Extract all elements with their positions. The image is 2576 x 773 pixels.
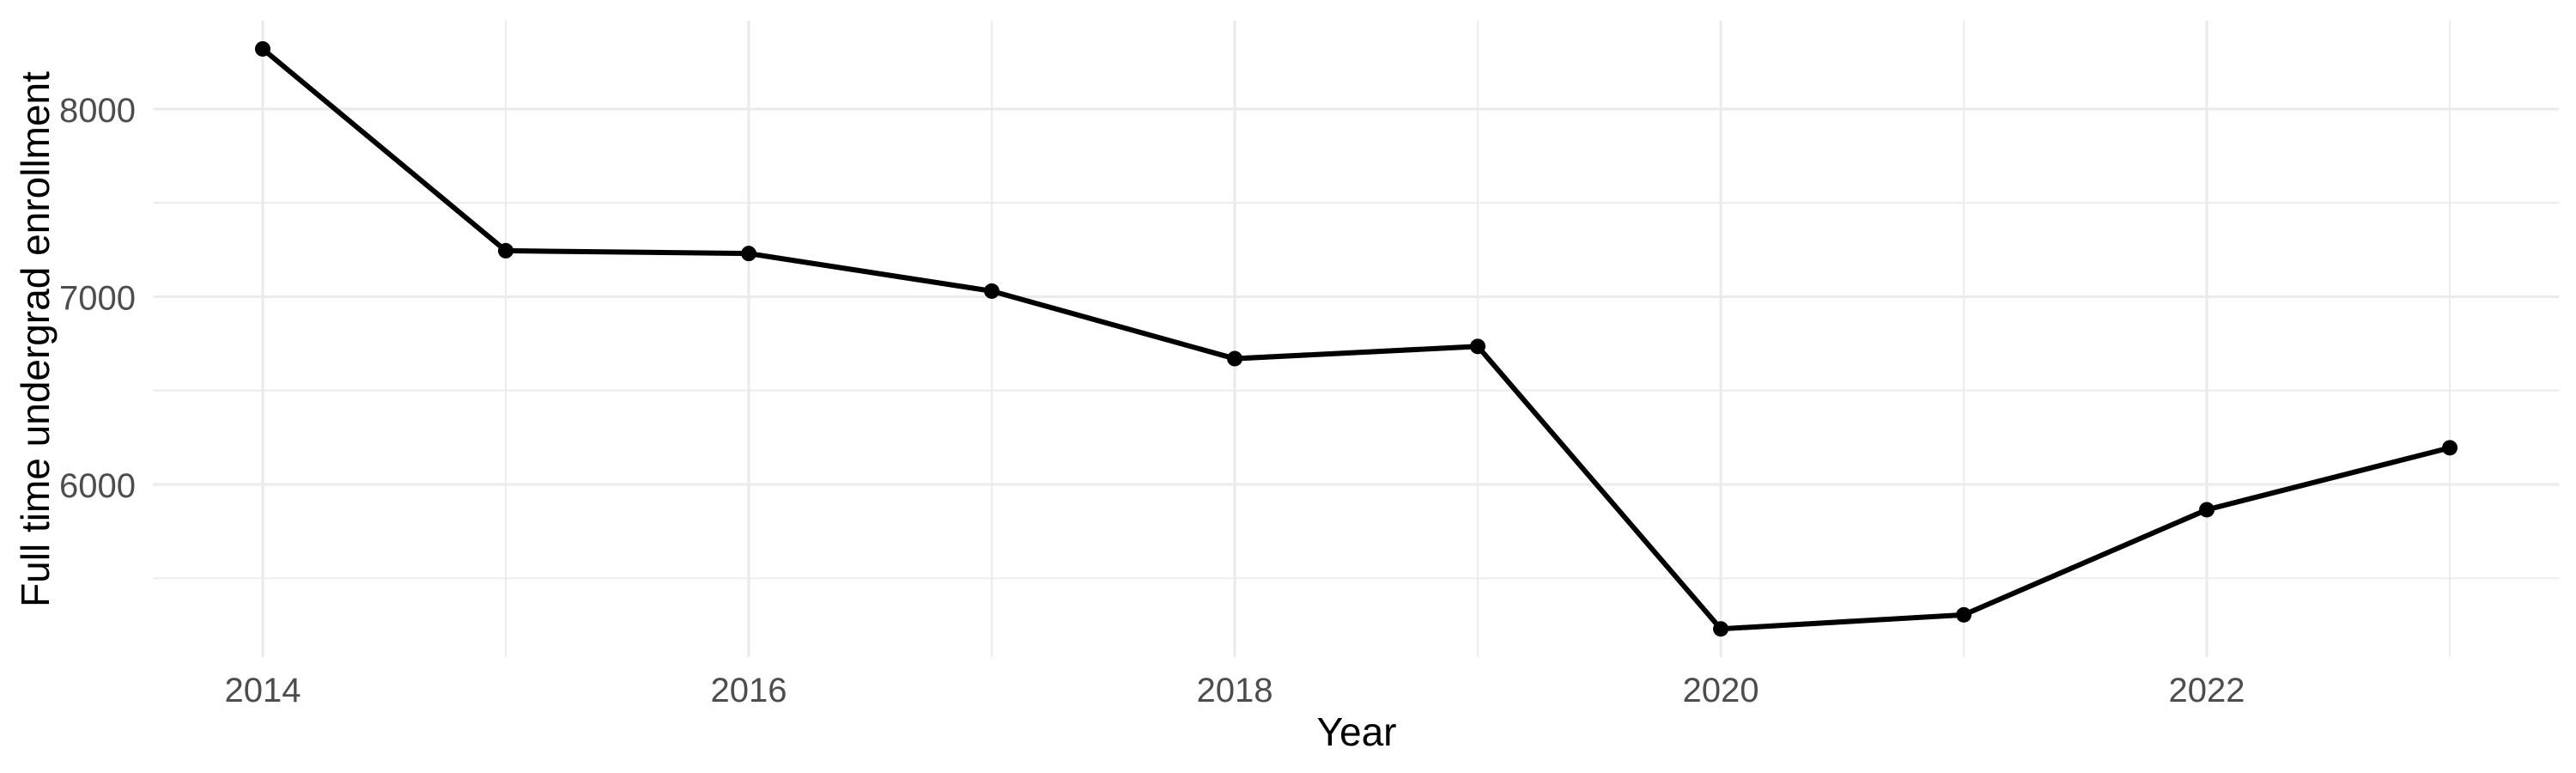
y-tick-label: 8000 bbox=[59, 92, 136, 130]
x-axis-title: Year bbox=[1316, 709, 1397, 754]
data-point bbox=[1956, 606, 1972, 623]
y-tick-label: 6000 bbox=[59, 467, 136, 505]
x-tick-label: 2018 bbox=[1197, 672, 1273, 709]
y-axis-title: Full time undergrad enrollment bbox=[13, 71, 58, 607]
data-point bbox=[1713, 621, 1729, 637]
enrollment-line bbox=[261, 46, 2451, 632]
data-point bbox=[497, 242, 513, 259]
x-tick-label: 2014 bbox=[224, 672, 301, 709]
x-tick-label: 2020 bbox=[1683, 672, 1759, 709]
data-point bbox=[2442, 440, 2458, 456]
data-point bbox=[1226, 350, 1242, 367]
x-tick-label: 2022 bbox=[2169, 672, 2245, 709]
data-point bbox=[254, 40, 270, 57]
x-tick-label: 2016 bbox=[710, 672, 787, 709]
data-point bbox=[2199, 502, 2215, 518]
data-point bbox=[1470, 338, 1486, 355]
data-point bbox=[983, 283, 999, 299]
data-point bbox=[740, 246, 756, 262]
y-tick-label: 7000 bbox=[59, 279, 136, 317]
